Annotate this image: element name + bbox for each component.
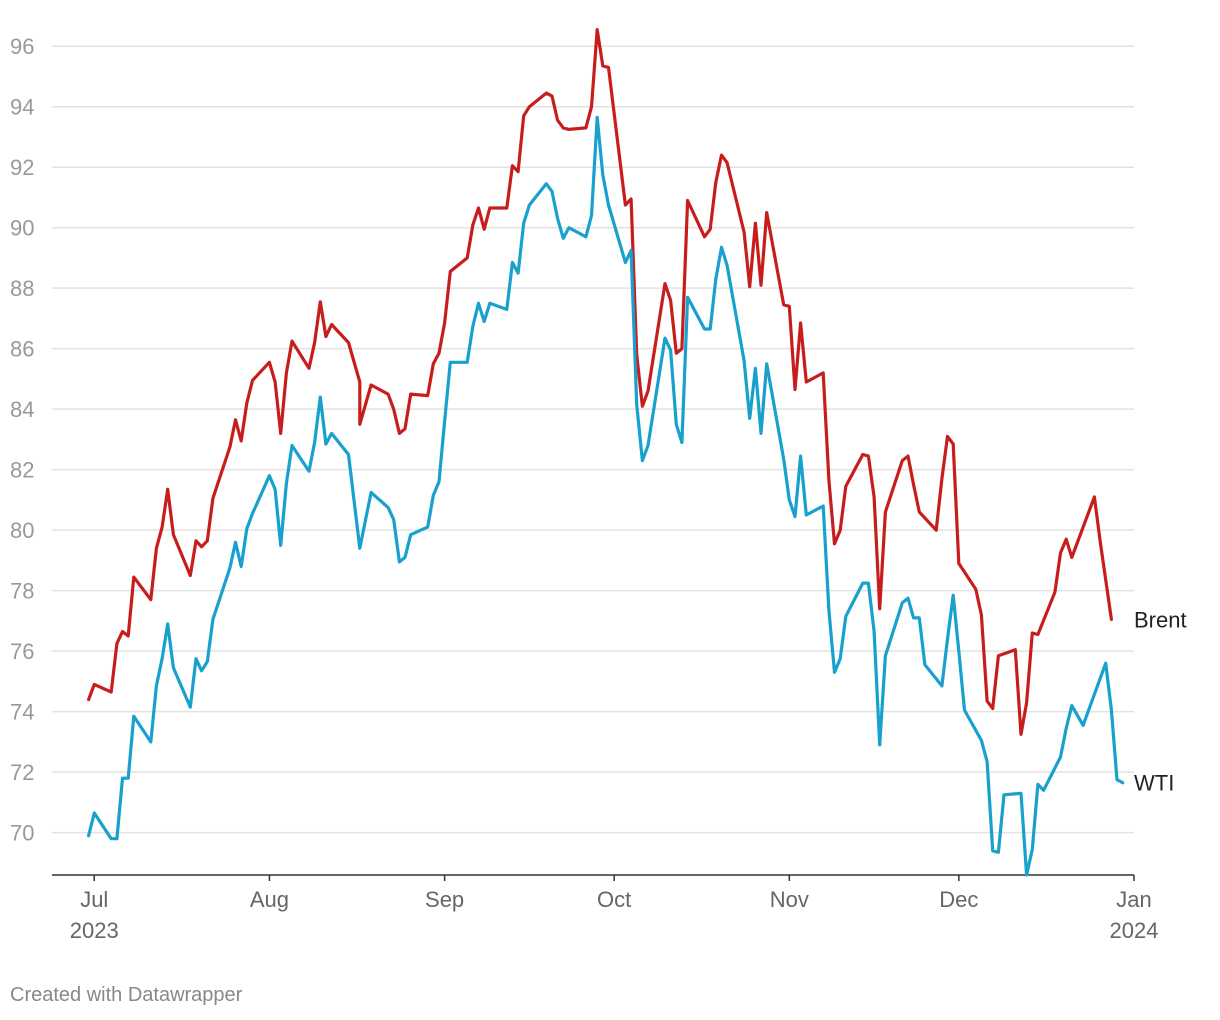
x-tick-sublabel-2023: 2023 xyxy=(70,918,119,943)
x-tick-label-dec: Dec xyxy=(939,887,978,912)
y-tick-label-72: 72 xyxy=(10,760,34,785)
x-axis: Jul 2023 Aug Sep Oct Nov Dec Jan 2024 xyxy=(52,874,1159,943)
y-axis-tick-labels: 70 72 74 76 78 80 82 84 86 88 90 92 94 96 xyxy=(10,34,34,845)
series-label-brent: Brent xyxy=(1134,607,1187,632)
y-tick-label-96: 96 xyxy=(10,34,34,59)
x-tick-label-sep: Sep xyxy=(425,887,464,912)
y-tick-label-74: 74 xyxy=(10,700,34,725)
y-tick-label-90: 90 xyxy=(10,216,34,241)
x-tick-label-oct: Oct xyxy=(597,887,631,912)
y-tick-label-84: 84 xyxy=(10,397,34,422)
series-line-wti xyxy=(87,115,1125,877)
x-tick-sublabel-2024: 2024 xyxy=(1110,918,1159,943)
x-tick-label-jul: Jul xyxy=(80,887,108,912)
credit-text: Created with Datawrapper xyxy=(10,984,243,1006)
y-tick-label-86: 86 xyxy=(10,337,34,362)
series-label-wti: WTI xyxy=(1134,771,1174,796)
x-tick-label-aug: Aug xyxy=(250,887,289,912)
y-tick-label-94: 94 xyxy=(10,95,34,120)
y-tick-label-78: 78 xyxy=(10,579,34,604)
y-tick-label-70: 70 xyxy=(10,821,34,846)
series-line-brent xyxy=(87,28,1113,736)
y-tick-label-76: 76 xyxy=(10,639,34,664)
line-chart: 70 72 74 76 78 80 82 84 86 88 90 92 94 96 Jul 2023 Aug S… xyxy=(10,28,1187,943)
series-labels: Brent WTI xyxy=(1134,607,1187,795)
x-tick-label-jan: Jan xyxy=(1116,887,1151,912)
y-tick-label-88: 88 xyxy=(10,276,34,301)
y-tick-label-80: 80 xyxy=(10,518,34,543)
series-lines xyxy=(87,28,1125,877)
y-tick-label-82: 82 xyxy=(10,458,34,483)
x-tick-label-nov: Nov xyxy=(770,887,809,912)
y-tick-label-92: 92 xyxy=(10,155,34,180)
